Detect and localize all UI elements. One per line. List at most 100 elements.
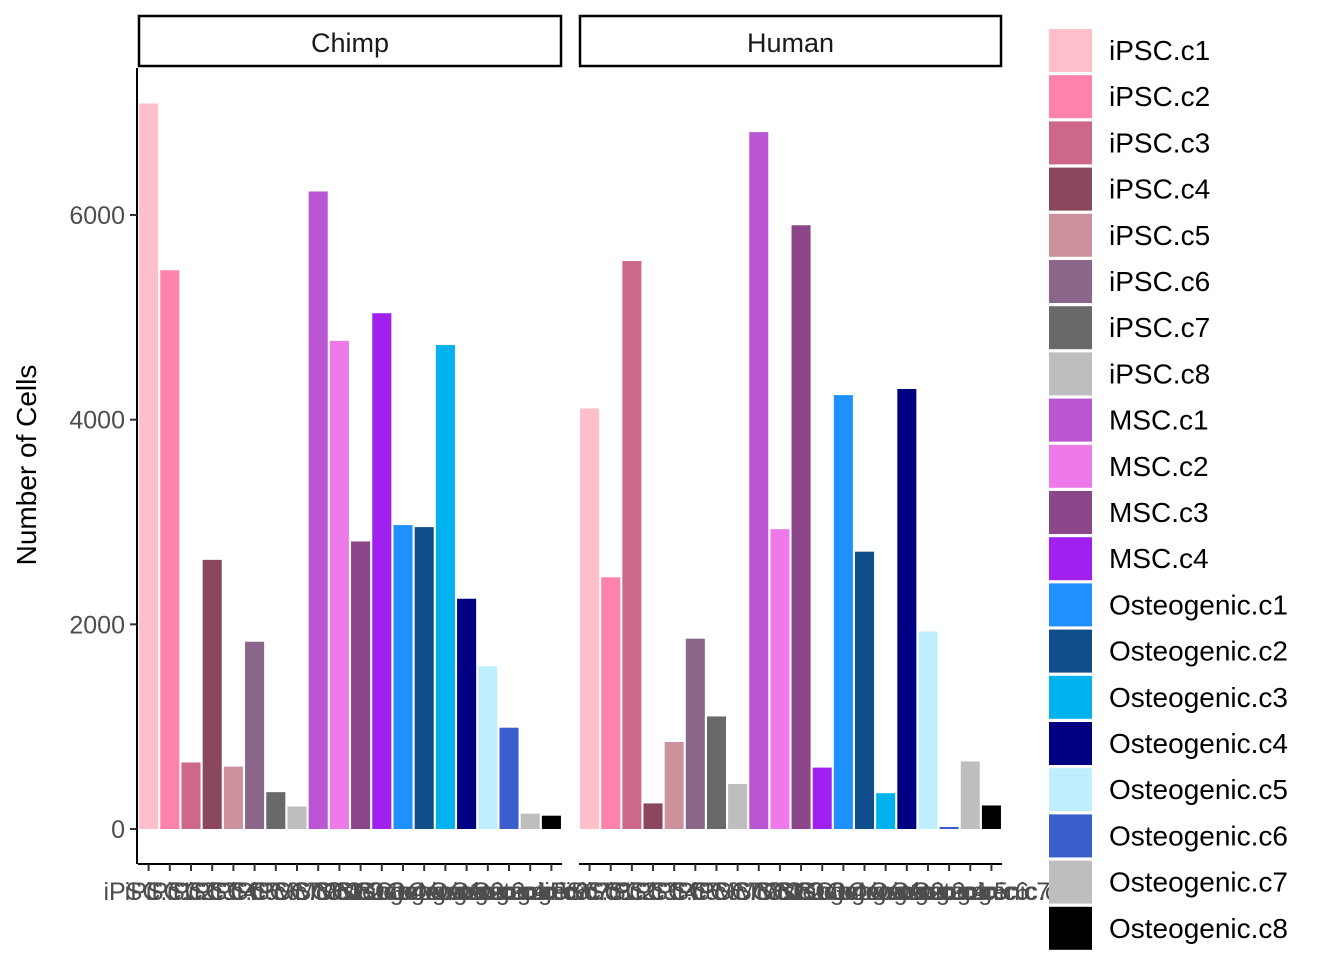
x-tick-label: Osteogenic.c7 xyxy=(890,878,1050,906)
legend-swatch xyxy=(1049,352,1092,396)
bar-Osteogenic.c3 xyxy=(435,344,455,829)
bar-Osteogenic.c3 xyxy=(876,793,896,829)
bar-MSC.c4 xyxy=(812,767,832,829)
x-tick-label: iPSC.c4 xyxy=(608,878,698,906)
x-tick-label: iPSC.c8 xyxy=(252,878,342,906)
x-tick-label: MSC.c2 xyxy=(295,878,384,906)
legend-label: Osteogenic.c5 xyxy=(1109,774,1288,805)
legend-label: Osteogenic.c8 xyxy=(1109,913,1288,944)
x-tick-label: Osteogenic.c3 xyxy=(806,878,966,906)
legend-swatch xyxy=(1049,537,1092,581)
legend-swatch xyxy=(1049,860,1092,904)
bar-MSC.c3 xyxy=(351,541,371,829)
legend-label: Osteogenic.c1 xyxy=(1109,589,1288,620)
bar-Osteogenic.c7 xyxy=(520,813,540,829)
legend-label: Osteogenic.c6 xyxy=(1109,820,1288,851)
bar-Osteogenic.c2 xyxy=(414,527,434,829)
legend-label: Osteogenic.c2 xyxy=(1109,636,1288,667)
bar-iPSC.c2 xyxy=(160,270,180,829)
bar-iPSC.c8 xyxy=(728,783,748,829)
legend-swatch xyxy=(1049,260,1092,303)
legend-item: MSC.c2 xyxy=(1049,444,1209,488)
bar-MSC.c4 xyxy=(372,313,392,829)
legend-swatch xyxy=(1049,675,1092,719)
legend-item: Osteogenic.c1 xyxy=(1049,583,1288,627)
legend-label: iPSC.c4 xyxy=(1109,174,1210,205)
legend-label: Osteogenic.c7 xyxy=(1109,867,1288,898)
legend-label: iPSC.c1 xyxy=(1109,35,1210,66)
y-tick-label: 4000 xyxy=(69,407,125,435)
bar-iPSC.c1 xyxy=(139,103,159,829)
bar-Osteogenic.c5 xyxy=(918,631,938,829)
bar-Osteogenic.c7 xyxy=(960,761,980,829)
bar-iPSC.c2 xyxy=(601,577,621,829)
x-tick-label: iPSC.c3 xyxy=(587,878,677,906)
bar-Osteogenic.c5 xyxy=(478,666,498,829)
facet-panel-human: Human iPSC.c1iPSC.c2iPSC.c3iPSC.c4iPSC.c5… xyxy=(544,14,1072,906)
x-tick-label: iPSC.c4 xyxy=(167,878,257,906)
legend-item: Osteogenic.c4 xyxy=(1049,722,1288,765)
bar-Osteogenic.c6 xyxy=(499,727,519,829)
bar-Osteogenic.c6 xyxy=(939,826,959,829)
legend-swatch xyxy=(1049,906,1092,950)
bar-Osteogenic.c4 xyxy=(897,388,917,829)
facet-panels: ChimpiPSC.c1iPSC.c2iPSC.c3iPSC.c4iPSC.c5… xyxy=(103,14,1072,906)
x-tick-label: MSC.c3 xyxy=(757,878,846,906)
x-tick-label: Osteogenic.c1 xyxy=(323,878,483,906)
facet-strip xyxy=(137,14,563,68)
bar-Osteogenic.c1 xyxy=(833,395,853,829)
x-tick-label: Osteogenic.c2 xyxy=(785,878,945,906)
bar-iPSC.c4 xyxy=(643,803,663,829)
bar-iPSC.c8 xyxy=(287,806,307,829)
x-tick-label: MSC.c1 xyxy=(274,878,363,906)
legend-swatch xyxy=(1049,583,1092,627)
legend-swatch xyxy=(1049,814,1092,858)
bar-iPSC.c5 xyxy=(223,766,243,829)
legend-swatch xyxy=(1049,398,1092,442)
legend-label: iPSC.c5 xyxy=(1109,220,1210,251)
legend-label: MSC.c4 xyxy=(1109,543,1209,574)
legend-label: iPSC.c7 xyxy=(1109,312,1210,343)
bar-MSC.c3 xyxy=(791,225,811,829)
legend-item: Osteogenic.c8 xyxy=(1049,906,1288,950)
bar-MSC.c1 xyxy=(749,132,769,830)
legend-item: iPSC.c1 xyxy=(1049,29,1210,72)
facet-strip-label: Human xyxy=(747,28,834,58)
x-tick-label: Osteogenic.c7 xyxy=(450,878,610,906)
legend-item: MSC.c1 xyxy=(1049,398,1209,442)
x-tick-label: Osteogenic.c8 xyxy=(912,878,1072,906)
legend-swatch xyxy=(1049,629,1092,673)
x-tick-label: MSC.c4 xyxy=(778,878,867,906)
x-tick-label: iPSC.c7 xyxy=(231,878,321,906)
legend-item: MSC.c4 xyxy=(1049,537,1209,581)
legend-label: iPSC.c2 xyxy=(1109,81,1210,112)
legend-swatch xyxy=(1049,722,1092,765)
bar-iPSC.c5 xyxy=(664,742,684,829)
facet-strip xyxy=(578,14,1003,68)
x-tick-label: iPSC.c1 xyxy=(544,878,634,906)
bar-MSC.c2 xyxy=(770,529,790,829)
x-tick-label: iPSC.c6 xyxy=(650,878,740,906)
legend-label: iPSC.c6 xyxy=(1109,266,1210,297)
legend-item: iPSC.c3 xyxy=(1049,121,1210,165)
bar-iPSC.c6 xyxy=(685,638,705,829)
y-axis-label: Number of Cells xyxy=(11,365,42,566)
x-tick-label: iPSC.c5 xyxy=(629,878,719,906)
legend-swatch xyxy=(1049,444,1092,488)
legend-item: iPSC.c4 xyxy=(1049,167,1210,211)
legend-item: iPSC.c6 xyxy=(1049,260,1210,303)
legend-item: Osteogenic.c6 xyxy=(1049,814,1288,858)
legend-label: iPSC.c8 xyxy=(1109,358,1210,389)
y-tick-label: 6000 xyxy=(69,202,125,230)
x-tick-label: iPSC.c8 xyxy=(692,878,782,906)
bar-Osteogenic.c2 xyxy=(855,551,875,829)
x-tick-label: iPSC.c2 xyxy=(566,878,656,906)
legend-item: iPSC.c8 xyxy=(1049,352,1210,396)
x-tick-label: MSC.c1 xyxy=(714,878,803,906)
legend-swatch xyxy=(1049,306,1092,350)
bar-iPSC.c6 xyxy=(245,641,265,829)
facet-panel-chimp: ChimpiPSC.c1iPSC.c2iPSC.c3iPSC.c4iPSC.c5… xyxy=(103,14,631,906)
y-axis: 0 2000 4000 6000 xyxy=(69,68,138,864)
bar-iPSC.c4 xyxy=(202,559,222,829)
